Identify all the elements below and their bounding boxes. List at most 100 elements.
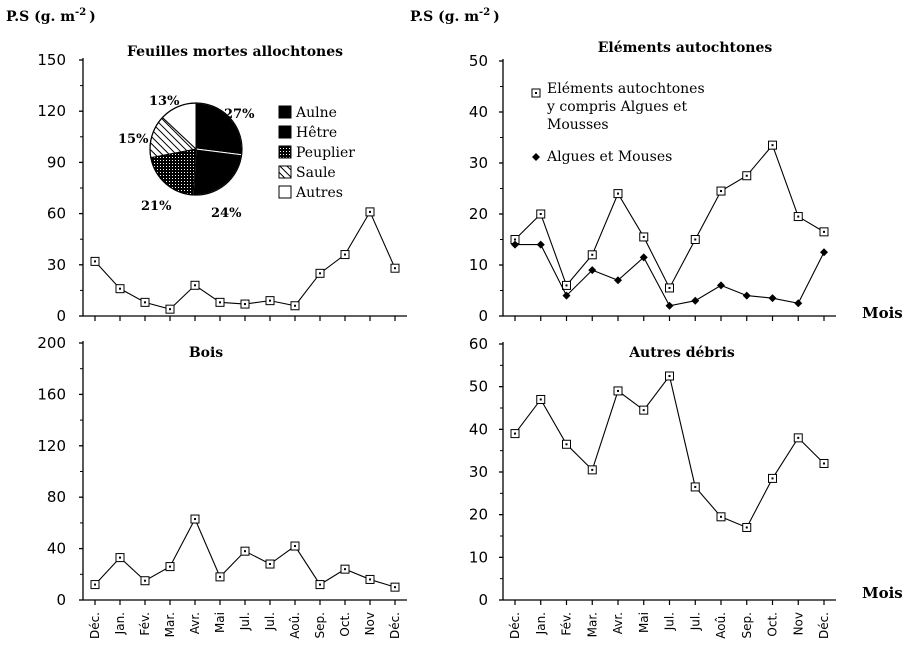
legend-swatch	[278, 105, 292, 119]
x-tick-label: Avr.	[611, 612, 625, 634]
autres-panel: 0 10 20 30 40 50 60 Déc. Jan. Fév. Mar. Avr. Mai Jul.…	[469, 335, 836, 639]
x-tick-label: Aoû.	[714, 612, 728, 639]
x-tick-label: Jul.	[238, 612, 252, 631]
bois-panel: 0 40 80 120 160 200 Déc. Jan. Fév. Mar. Avr. Mai Jul…	[37, 334, 407, 639]
data-point-1	[691, 296, 700, 305]
data-point-0-dot	[94, 583, 96, 586]
y-tick-label: 40	[469, 420, 488, 438]
y-tick-label: 60	[47, 205, 66, 223]
chart-title: Eléments autochtones	[598, 40, 773, 56]
pie-chart: 27% 24% 21% 15% 13%	[118, 94, 255, 221]
data-point-0-dot	[591, 253, 594, 256]
series-line-0	[514, 374, 825, 529]
data-point-0-dot	[668, 286, 671, 289]
y-tick-label: 10	[469, 256, 488, 274]
x-tick-label: Déc.	[508, 612, 522, 639]
y-tick-label: 30	[469, 463, 488, 481]
pie-percent-label: 24%	[211, 206, 242, 221]
pie-percent-label: 27%	[224, 107, 255, 122]
y-tick-label: 30	[469, 154, 488, 172]
chart-title: Bois	[189, 345, 223, 361]
x-tick-label: Mar.	[585, 612, 599, 637]
data-point-0-dot	[219, 575, 221, 578]
legend-label: Aulne	[295, 105, 337, 121]
y-tick-label: 20	[469, 506, 488, 524]
legend-marker-dot	[535, 92, 537, 94]
x-tick-label: Jan.	[534, 612, 548, 635]
data-point-0-dot	[244, 550, 246, 553]
series-line-0	[94, 210, 396, 310]
mois-label-bottom: Mois	[862, 584, 903, 602]
x-tick-label: Sep.	[313, 612, 327, 638]
y-tick-label: 0	[478, 307, 488, 325]
x-tick-label: Mai	[213, 612, 227, 633]
data-point-0-dot	[642, 235, 645, 238]
data-point-0-dot	[745, 174, 748, 177]
legend-label: Algues et Mouses	[546, 149, 672, 165]
data-point-0-dot	[694, 238, 697, 241]
y-tick-label: 120	[37, 102, 66, 120]
data-point-0-dot	[219, 301, 221, 304]
legend-label: Saule	[296, 165, 336, 181]
data-point-0-dot	[369, 578, 371, 581]
data-point-0-dot	[720, 515, 722, 518]
series-line-0	[514, 144, 825, 290]
data-point-0-dot	[591, 468, 594, 471]
data-point-0-dot	[244, 303, 246, 306]
data-point-0-dot	[394, 586, 396, 589]
y-tick-label: 50	[469, 378, 488, 396]
y-tick-label: 90	[47, 153, 66, 171]
data-point-0-dot	[194, 284, 196, 287]
x-tick-label: Jul.	[688, 612, 702, 631]
y-tick-label: 160	[37, 385, 66, 403]
data-point-0-dot	[539, 213, 542, 215]
mois-label-top: Mois	[862, 304, 903, 322]
pie-percent-label: 21%	[141, 199, 172, 214]
data-point-0-dot	[144, 301, 146, 304]
data-point-1	[665, 301, 674, 310]
data-point-0-dot	[319, 583, 321, 586]
data-point-1	[820, 248, 828, 257]
data-point-0-dot	[144, 579, 146, 582]
y-tick-label: 20	[469, 205, 488, 223]
data-point-0-dot	[514, 238, 516, 241]
x-tick-label: Jul.	[663, 612, 677, 631]
data-point-0-dot	[539, 398, 542, 401]
legend-marker	[532, 153, 540, 161]
y-tick-label: 0	[56, 307, 66, 325]
legend-label: y compris Algues et	[546, 99, 687, 115]
data-point-0-dot	[797, 215, 800, 218]
data-point-0-dot	[668, 375, 671, 377]
data-point-0-dot	[269, 299, 271, 302]
data-point-0-dot	[823, 230, 825, 233]
series-line-1	[515, 244, 825, 307]
legend-swatch	[278, 165, 292, 179]
data-point-0-dot	[369, 210, 371, 213]
data-point-0-dot	[565, 284, 568, 287]
data-point-0-dot	[514, 432, 516, 435]
x-tick-label: Déc.	[817, 612, 831, 639]
x-tick-label: Aoû.	[288, 612, 302, 639]
data-point-0-dot	[169, 308, 171, 311]
legend-label: Hêtre	[296, 125, 337, 141]
data-point-1	[614, 276, 622, 285]
data-point-0-dot	[797, 436, 800, 439]
x-tick-label: Jan.	[113, 612, 127, 635]
data-point-0-dot	[319, 272, 321, 275]
x-tick-label: Jul.	[263, 612, 277, 631]
data-point-0-dot	[771, 144, 774, 147]
data-point-1	[639, 253, 648, 262]
data-point-0-dot	[771, 477, 774, 480]
y-tick-label: 0	[56, 591, 66, 609]
x-tick-label: Fév.	[560, 612, 574, 636]
data-point-0-dot	[269, 563, 271, 566]
y-tick-label: 40	[47, 540, 66, 558]
x-tick-label: Nov	[363, 612, 377, 635]
data-point-0-dot	[823, 462, 825, 465]
legend-label: Eléments autochtones	[547, 81, 705, 97]
data-point-1	[794, 299, 803, 308]
data-point-0-dot	[194, 518, 196, 521]
x-tick-label: Mai	[637, 612, 651, 633]
data-point-0-dot	[617, 389, 619, 392]
